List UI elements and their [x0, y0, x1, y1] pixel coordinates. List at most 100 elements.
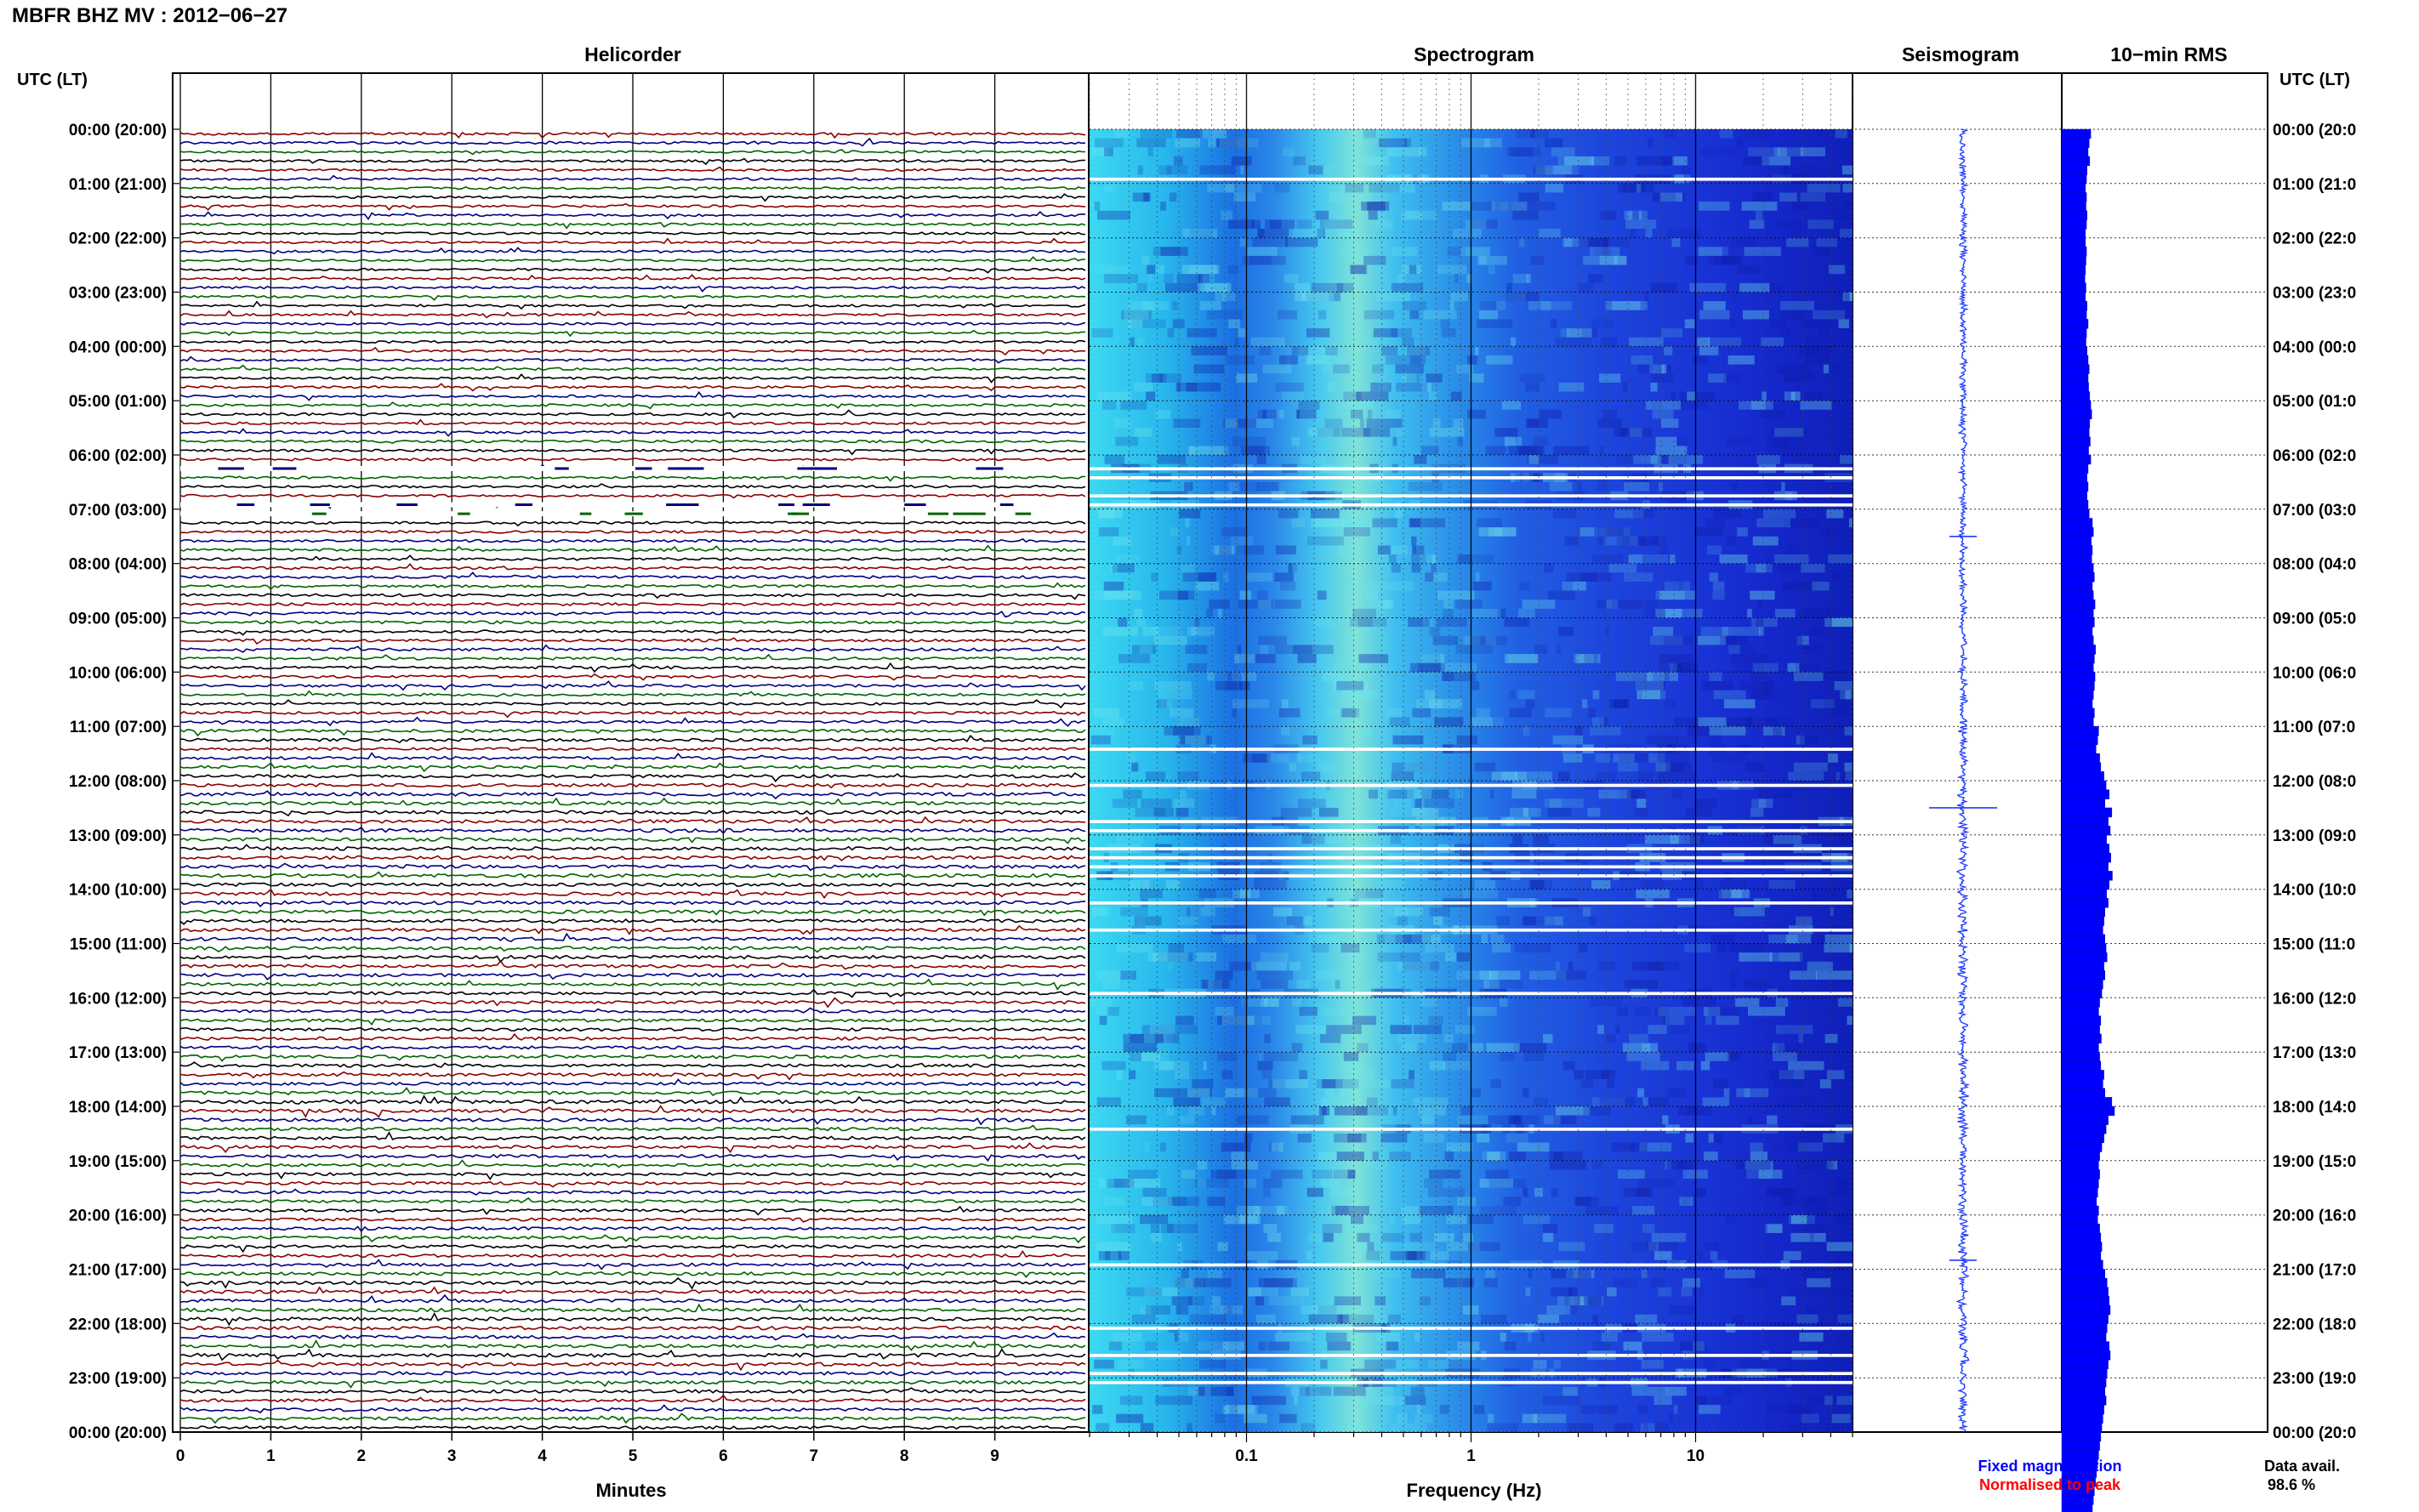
spectrogram-cell: [1227, 672, 1242, 681]
spectrogram-cell: [1619, 789, 1638, 799]
spectrogram-cell: [1650, 1278, 1665, 1287]
spectrogram-cell: [1363, 1386, 1394, 1396]
spectrogram-cell: [1489, 970, 1521, 980]
helicorder-trace-row: [180, 1188, 1086, 1197]
rms-bar: [2061, 499, 2089, 510]
spectrogram-cell: [1333, 364, 1350, 374]
spectrogram-cell: [1607, 527, 1629, 537]
helicorder-trace-row: [180, 1153, 1086, 1162]
spectrogram-cell: [1842, 292, 1853, 302]
rms-bar: [2061, 364, 2090, 374]
spectrogram-cell: [1661, 364, 1667, 374]
spectrogram-cell: [1208, 735, 1213, 745]
hour-label-right: 13:00 (09:0: [2273, 827, 2356, 845]
helicorder-trace-row: [180, 131, 1086, 139]
frequency-tick-label: 0.1: [1235, 1447, 1258, 1465]
spectrogram-cell: [1591, 1160, 1603, 1170]
spectrogram-cell: [1271, 1169, 1303, 1179]
spectrogram-cell: [1659, 654, 1693, 663]
spectrogram-cell: [1798, 1033, 1804, 1043]
spectrogram-cell: [1252, 237, 1288, 247]
hour-label-right: 01:00 (21:0: [2273, 176, 2356, 194]
spectrogram-cell: [1237, 310, 1244, 320]
spectrogram-cell: [1558, 627, 1574, 636]
spectrogram-cell: [1712, 590, 1725, 600]
spectrogram-cell: [1155, 409, 1171, 419]
spectrogram-cell: [1397, 961, 1431, 971]
hour-label-left: 06:00 (02:00): [69, 447, 167, 465]
helicorder-trace-row: [180, 1105, 1086, 1118]
spectrogram-cell: [1095, 590, 1131, 600]
spectrogram-cell: [1673, 1405, 1678, 1414]
rms-bar: [2061, 1033, 2102, 1044]
spectrogram-cell: [1507, 654, 1538, 663]
hour-label-left: 10:00 (06:00): [69, 664, 167, 682]
spectrogram-cell: [1306, 1251, 1312, 1260]
spectrogram-cell: [1393, 799, 1412, 808]
spectrogram-cell: [1655, 762, 1671, 772]
spectrogram-cell: [1390, 807, 1427, 817]
spectrogram-cell: [1534, 1187, 1543, 1197]
spectrogram-cell: [1705, 1015, 1712, 1026]
spectrogram-cell: [1316, 1079, 1343, 1089]
helicorder-trace-row: [180, 1303, 1086, 1313]
spectrogram-cell: [1470, 202, 1500, 211]
spectrogram-cell: [1257, 229, 1289, 238]
helicorder-trace-row: [180, 231, 1086, 236]
spectrogram-cell: [1113, 536, 1132, 546]
spectrogram-cell: [1213, 980, 1232, 989]
spectrogram-cell: [1758, 1169, 1783, 1179]
spectrogram-cell: [1282, 391, 1304, 401]
spectrogram-cell: [1782, 581, 1817, 591]
spectrogram-cell: [1765, 1224, 1784, 1233]
spectrogram-cell: [1297, 753, 1322, 763]
spectrogram-cell: [1798, 346, 1820, 355]
rms-bar: [2061, 147, 2089, 157]
spectrogram-cell: [1392, 1423, 1427, 1432]
rms-bar: [2061, 1431, 2102, 1442]
spectrogram-cell: [1655, 446, 1688, 455]
spectrogram-cell: [1564, 237, 1573, 247]
spectrogram-cell: [1180, 1305, 1189, 1315]
spectrogram-cell: [1225, 183, 1261, 193]
spectrogram-cell: [1823, 1287, 1853, 1297]
trace-fragment: [236, 503, 255, 507]
spectrogram-cell: [1411, 554, 1426, 564]
spectrogram-cell: [1308, 1314, 1344, 1324]
spectrogram-cell: [1819, 527, 1839, 537]
trace-fragment: [310, 503, 330, 507]
rms-bar: [2061, 1242, 2103, 1252]
spectrogram-cell: [1841, 165, 1853, 175]
spectrogram-cell: [1114, 418, 1131, 428]
spectrogram-cell: [1179, 735, 1186, 745]
helicorder-trace-row: [180, 1332, 1086, 1341]
spectrogram-cell: [1794, 672, 1824, 681]
helicorder-trace-row: [180, 285, 1086, 293]
helicorder-trace-row: [180, 537, 1086, 543]
spectrogram-cell: [1744, 247, 1781, 256]
spectrogram-cell: [1456, 1278, 1464, 1287]
spectrogram-cell: [1508, 1115, 1523, 1125]
spectrogram-cell: [1781, 481, 1785, 492]
spectrogram-cell: [1294, 292, 1329, 302]
spectrogram-cell: [1386, 1341, 1399, 1351]
spectrogram-cell: [1403, 1242, 1436, 1252]
spectrogram-grid: [1089, 73, 1853, 1442]
spectrogram-cell: [1574, 1197, 1591, 1206]
spectrogram-cell: [1826, 1423, 1844, 1432]
rms-bar: [2061, 1015, 2102, 1026]
spectrogram-cell: [1264, 1278, 1297, 1287]
spectrogram-cell: [1451, 1043, 1471, 1053]
helicorder-trace-row: [180, 483, 1086, 489]
spectrogram-cell: [1485, 1169, 1509, 1179]
spectrogram-cell: [1458, 554, 1471, 564]
spectrogram-cell: [1449, 292, 1468, 302]
spectrogram-cell: [1766, 1187, 1793, 1197]
spectrogram-cell: [1175, 1015, 1194, 1026]
spectrogram-cell: [1678, 401, 1709, 410]
rms-bar: [2061, 1503, 2093, 1512]
spectrogram-cell: [1491, 202, 1528, 211]
spectrogram-cell: [1811, 699, 1836, 708]
spectrogram-cell: [1095, 264, 1130, 275]
rms-bar: [2061, 228, 2086, 239]
